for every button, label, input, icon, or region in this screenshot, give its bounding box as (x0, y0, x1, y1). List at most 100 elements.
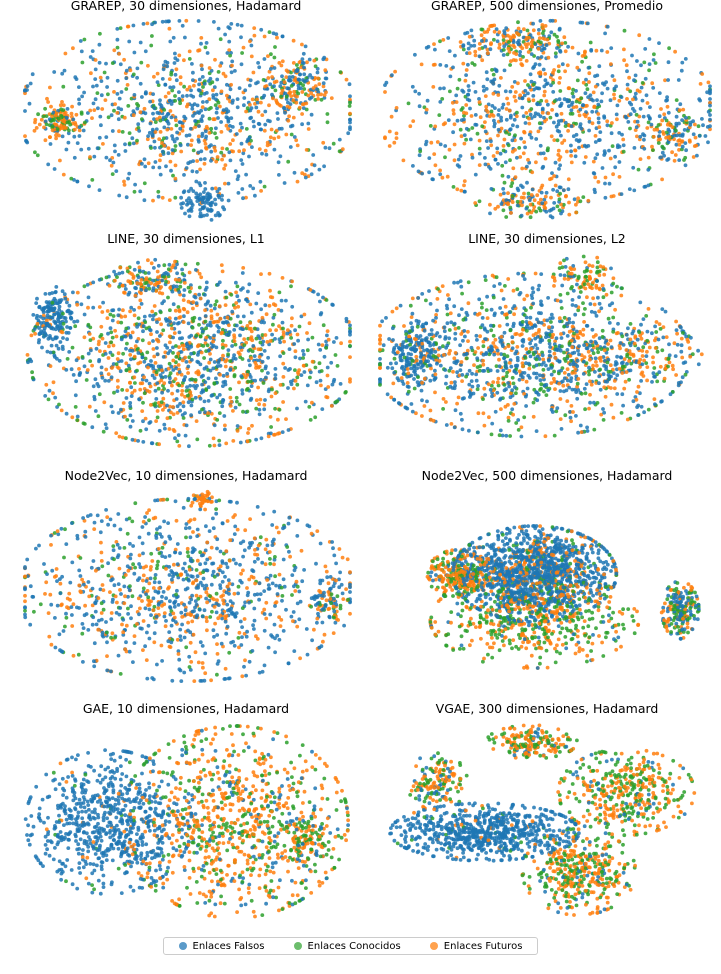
scatter-point (518, 155, 523, 159)
scatter-point (429, 140, 434, 145)
scatter-point (598, 387, 603, 392)
scatter-point (213, 202, 218, 207)
scatter-point (499, 126, 504, 131)
scatter-point (552, 284, 556, 288)
scatter-point (459, 284, 464, 289)
scatter-point (652, 397, 657, 401)
scatter-point (566, 177, 571, 182)
scatter-point (523, 42, 528, 47)
scatter-point (387, 129, 392, 134)
scatter-point (31, 313, 36, 317)
scatter-point (177, 308, 182, 313)
scatter-point (172, 61, 177, 65)
scatter-point (589, 48, 594, 53)
scatter-point (97, 135, 102, 140)
scatter-point (606, 316, 611, 321)
scatter-point (143, 416, 148, 421)
scatter-point (156, 275, 161, 280)
scatter-point (48, 135, 52, 140)
scatter-point (248, 39, 252, 44)
scatter-point (593, 356, 598, 361)
scatter-point (549, 176, 554, 181)
scatter-point (230, 344, 235, 348)
scatter-point (132, 308, 137, 312)
scatter-point (280, 276, 285, 280)
scatter-point (682, 127, 687, 132)
scatter-point (60, 134, 65, 139)
scatter-point (292, 170, 297, 175)
scatter-point (232, 328, 237, 332)
scatter-point (105, 85, 109, 89)
scatter-point (674, 319, 678, 324)
scatter-point (619, 192, 624, 197)
scatter-point (146, 258, 150, 263)
scatter-point (522, 415, 527, 420)
scatter-point (84, 378, 89, 382)
scatter-point (88, 338, 93, 342)
scatter-point (146, 161, 151, 166)
scatter-point (216, 329, 221, 334)
scatter-point (77, 373, 82, 377)
scatter-point (556, 148, 561, 153)
scatter-point (620, 286, 624, 291)
scatter-point (272, 136, 277, 141)
scatter-point (486, 27, 491, 32)
scatter-point (696, 362, 701, 367)
scatter-point (150, 309, 155, 314)
scatter-point (177, 97, 182, 101)
scatter-point (317, 361, 322, 366)
scatter-point (587, 80, 591, 84)
scatter-point (169, 126, 174, 131)
scatter-point (110, 353, 115, 357)
scatter-point (308, 375, 312, 380)
scatter-point (344, 319, 349, 324)
scatter-point (646, 183, 651, 188)
scatter-point (136, 316, 141, 321)
scatter-point (583, 407, 587, 412)
scatter-point (644, 354, 649, 358)
scatter-point (560, 141, 564, 145)
scatter-point (129, 305, 134, 310)
scatter-point (143, 49, 148, 54)
scatter-point (245, 324, 250, 328)
scatter-point (279, 335, 284, 340)
scatter-point (589, 309, 594, 314)
scatter-point (96, 414, 101, 419)
scatter-point (198, 396, 203, 401)
scatter-point (565, 367, 570, 372)
scatter-point (242, 148, 246, 153)
scatter-point (203, 293, 207, 297)
scatter-point (492, 77, 497, 82)
scatter-point (109, 163, 114, 168)
scatter-point (196, 110, 200, 115)
scatter-point (653, 61, 658, 65)
scatter-point (186, 400, 191, 405)
scatter-point (234, 323, 239, 328)
scatter-point (45, 349, 50, 354)
scatter-point (267, 303, 272, 308)
scatter-point (298, 72, 302, 77)
scatter-point (576, 276, 581, 280)
scatter-point (279, 80, 284, 85)
scatter-point (136, 275, 141, 280)
scatter-point (177, 444, 182, 448)
scatter-point (53, 335, 58, 340)
scatter-point (223, 359, 228, 364)
scatter-point (131, 141, 136, 146)
scatter-point (145, 350, 150, 355)
scatter-point (90, 49, 95, 53)
scatter-point (239, 287, 243, 292)
scatter-point (184, 423, 189, 428)
scatter-point (619, 411, 624, 415)
scatter-point (174, 344, 178, 348)
scatter-point (482, 326, 487, 331)
scatter-point (497, 42, 502, 47)
scatter-point (167, 26, 172, 31)
scatter-point (225, 82, 229, 87)
scatter-point (512, 117, 517, 122)
scatter-point (279, 298, 284, 303)
scatter-point (514, 421, 519, 425)
scatter-point (159, 400, 164, 404)
scatter-point (473, 90, 478, 94)
scatter-point (58, 103, 63, 108)
